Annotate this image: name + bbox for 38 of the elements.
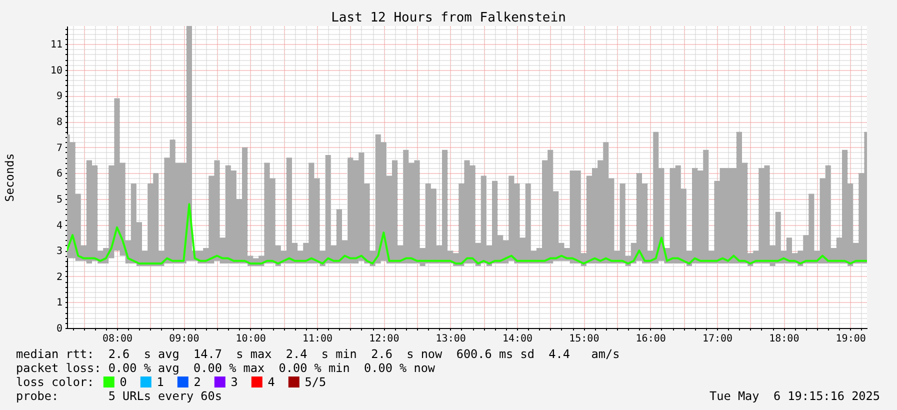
text: Tue May 6 19:15:16 2025 xyxy=(710,389,880,403)
legend-label: 1 xyxy=(156,374,164,389)
text: packet loss: 0.00 % avg 0.00 % max 0.00 % min 0.00 % now xyxy=(16,361,436,375)
y-tick-label: 9 xyxy=(56,91,62,102)
y-tick-label: 11 xyxy=(50,40,62,51)
line-series xyxy=(67,203,867,264)
legend-label: 4 xyxy=(268,374,275,389)
y-tick-label: 4 xyxy=(56,220,62,232)
chart-title: Last 12 Hours from Falkenstein xyxy=(331,10,566,26)
y-axis-title: Seconds xyxy=(2,153,16,202)
x-tick-label: 19:00 xyxy=(836,334,866,344)
text: median rtt: 2.6 s avg 14.7 s max 2.4 s min 2.6 s now 600.6 ms sd 4.4 am/s xyxy=(16,347,620,361)
legend-label: 2 xyxy=(194,374,201,389)
x-tick-label: 10:00 xyxy=(236,334,266,344)
y-tick-label: 5 xyxy=(56,194,62,206)
y-tick-label: 2 xyxy=(56,272,62,283)
y-tick-label: 0 xyxy=(56,324,62,334)
x-tick-label: 12:00 xyxy=(369,334,400,344)
text: probe: 5 URLs every 60s xyxy=(16,389,222,403)
x-tick-label: 15:00 xyxy=(569,334,600,344)
legend-label: 5/5 xyxy=(304,374,326,389)
x-tick-label: 17:00 xyxy=(702,334,733,344)
legend-label: 3 xyxy=(230,374,238,389)
legend-label: 0 xyxy=(120,374,127,389)
y-tick-label: 1 xyxy=(56,298,62,309)
x-tick-label: 11:00 xyxy=(302,334,333,344)
y-tick-label: 10 xyxy=(50,65,62,76)
y-tick-label: 8 xyxy=(56,117,62,128)
y-tick-label: 6 xyxy=(56,168,62,180)
x-tick-label: 18:00 xyxy=(769,334,800,344)
x-tick-label: 16:00 xyxy=(636,334,666,344)
x-tick-label: 08:00 xyxy=(102,334,133,344)
x-tick-label: 13:00 xyxy=(436,334,466,344)
x-tick-label: 09:00 xyxy=(169,334,200,344)
y-tick-label: 7 xyxy=(56,142,62,154)
x-tick-label: 14:00 xyxy=(502,334,533,344)
legend-title: loss color: xyxy=(16,375,94,389)
y-tick-label: 3 xyxy=(56,246,62,258)
